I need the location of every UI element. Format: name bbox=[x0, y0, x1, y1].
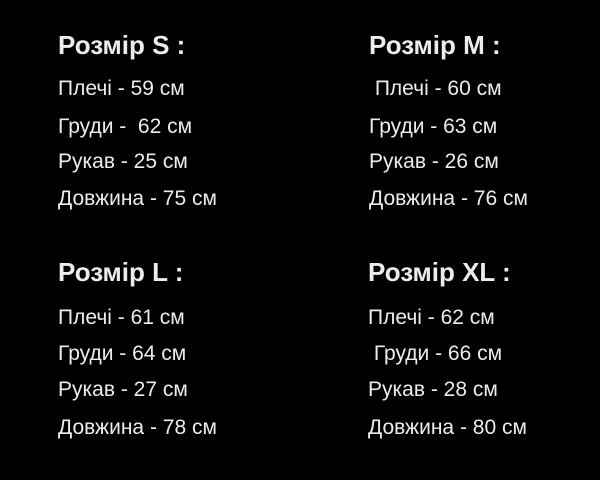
size-xl-shoulders: Плечі - 62 см bbox=[368, 306, 495, 329]
size-l-chest: Груди - 64 см bbox=[58, 342, 187, 365]
size-m-sleeve: Рукав - 26 см bbox=[369, 150, 499, 173]
size-s-block: Розмір S : Плечі - 59 см Груди - 62 см Р… bbox=[58, 30, 217, 210]
size-xl-block: Розмір XL : Плечі - 62 см Груди - 66 см … bbox=[368, 257, 527, 439]
size-m-shoulders: Плечі - 60 см bbox=[369, 77, 502, 100]
size-xl-length: Довжина - 80 см bbox=[368, 416, 527, 439]
size-xl-sleeve: Рукав - 28 см bbox=[368, 378, 498, 401]
size-s-sleeve: Рукав - 25 см bbox=[58, 150, 188, 173]
size-l-block: Розмір L : Плечі - 61 см Груди - 64 см Р… bbox=[58, 257, 217, 439]
size-l-sleeve: Рукав - 27 см bbox=[58, 378, 188, 401]
size-l-title: Розмір L : bbox=[58, 257, 184, 287]
size-m-title: Розмір M : bbox=[369, 30, 501, 60]
size-m-chest: Груди - 63 см bbox=[369, 115, 498, 138]
size-s-length: Довжина - 75 см bbox=[58, 187, 217, 210]
size-xl-title: Розмір XL : bbox=[368, 257, 511, 287]
size-xl-chest: Груди - 66 см bbox=[368, 342, 503, 365]
size-l-shoulders: Плечі - 61 см bbox=[58, 306, 185, 329]
size-s-title: Розмір S : bbox=[58, 30, 186, 60]
size-l-length: Довжина - 78 см bbox=[58, 416, 217, 439]
size-s-shoulders: Плечі - 59 см bbox=[58, 77, 185, 100]
size-s-chest: Груди - 62 см bbox=[58, 115, 193, 138]
size-m-length: Довжина - 76 см bbox=[369, 187, 528, 210]
size-m-block: Розмір M : Плечі - 60 см Груди - 63 см Р… bbox=[369, 30, 528, 210]
